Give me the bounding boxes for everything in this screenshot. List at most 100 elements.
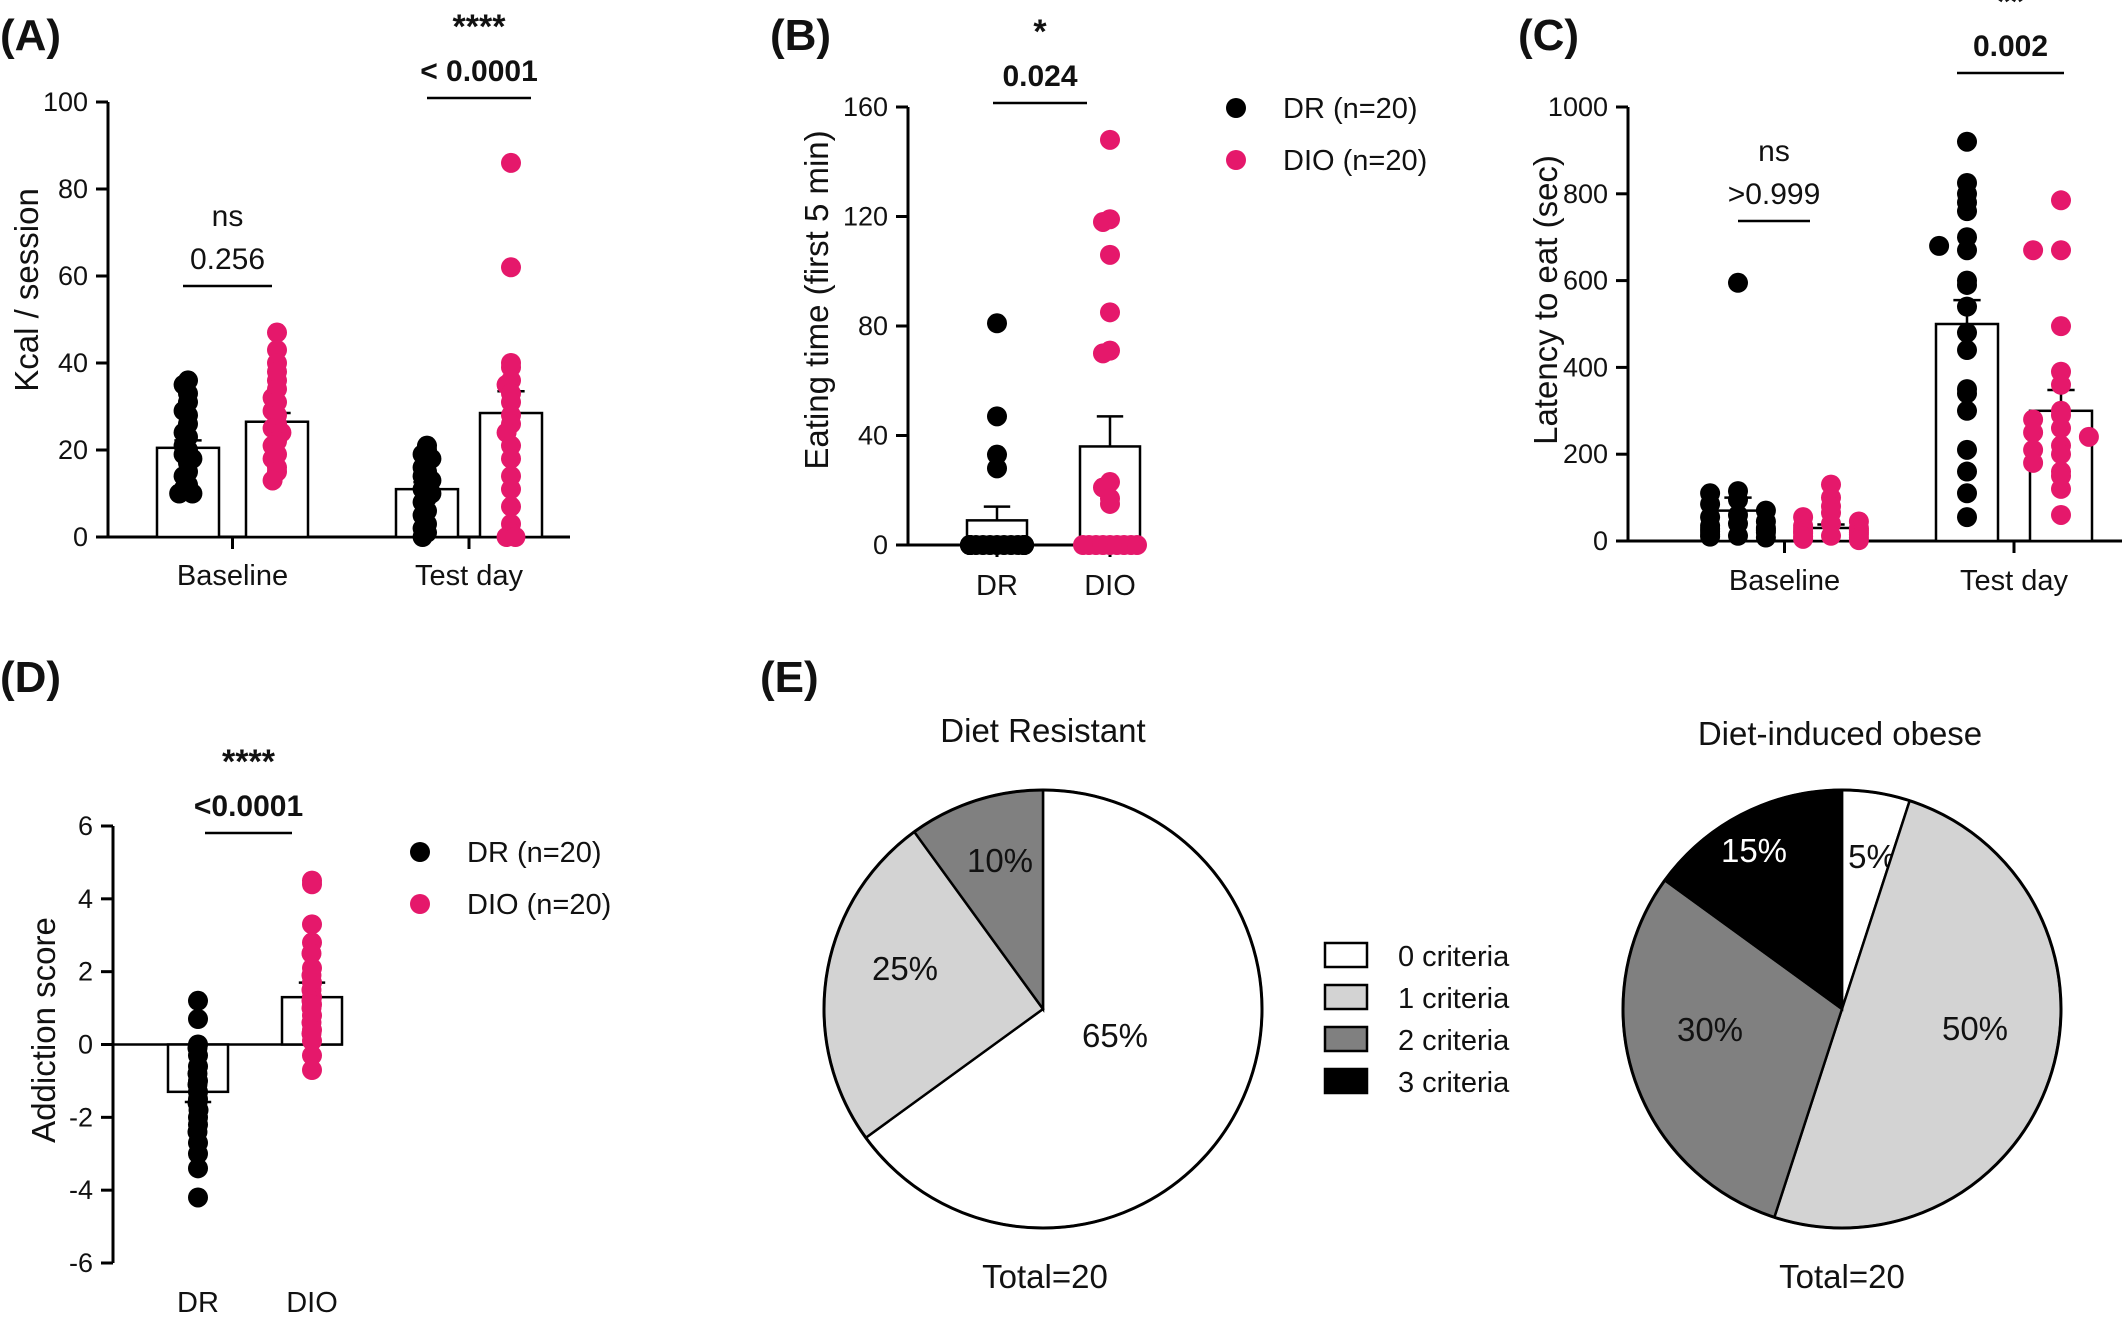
panel-d-x-label: DR (177, 1287, 219, 1317)
panel-b-dio-point (1127, 535, 1147, 555)
panel-a-dio-point (267, 322, 287, 343)
panel-d-letter: (D) (0, 653, 61, 702)
panel-a-testday-p-value: < 0.0001 (420, 55, 538, 88)
panel-c-dio-point (2023, 452, 2044, 473)
panel-c-dr-point (1957, 383, 1977, 404)
legend-panel-d: DR (n=20) DIO (n=20) (410, 837, 611, 921)
legend-dio-marker (1226, 150, 1246, 170)
panel-d-dr-point (188, 1009, 208, 1030)
panel-e: (E) Diet Resistant Diet-induced obese To… (760, 653, 2063, 1295)
panel-b-y-tick-label: 160 (843, 92, 888, 122)
panel-b-dio-point (1100, 302, 1120, 323)
pie-dr-outline (822, 788, 1264, 1230)
legend-swatch-3-criteria (1323, 1067, 1369, 1095)
panel-b-dr-point (960, 535, 980, 555)
panel-c: (C) Latency to eat (sec) 0 200 400 600 800 10… (1518, 0, 2122, 597)
panel-c-dr-point (1755, 527, 1776, 548)
panel-d-dr-point (188, 1158, 208, 1179)
legend-swatch-1-criteria (1323, 983, 1369, 1011)
panel-b-sig-stars: * (1033, 13, 1047, 51)
panel-c-dr-point (1700, 526, 1721, 547)
panel-b-y-tick-label: 120 (843, 202, 888, 232)
pie-dr-slice-label: 10% (967, 842, 1033, 879)
panel-c-dr-point (1728, 272, 1748, 293)
panel-c-ylabel: Latency to eat (sec) (1527, 155, 1564, 445)
panel-d-dio-point (301, 943, 322, 964)
panel-a-x-label: Baseline (177, 560, 288, 592)
panel-d-dio-point (302, 874, 322, 895)
pie-dio-slice-label: 15% (1721, 832, 1787, 869)
panel-a-dio-point (262, 470, 283, 491)
panel-b-dr-point (987, 444, 1007, 465)
panel-e-letter: (E) (760, 653, 819, 702)
legend-dio-label: DIO (n=20) (1283, 145, 1427, 177)
panel-c-y-tick-label: 800 (1563, 179, 1608, 209)
panel-c-dr-point (1957, 461, 1977, 482)
legend-d-dr-label: DR (n=20) (467, 837, 602, 869)
panel-d-dio-point (302, 914, 322, 935)
panel-c-dr-point (1957, 240, 1977, 261)
panel-d-dr-point (188, 1187, 208, 1208)
legend-d-dr-marker (410, 842, 430, 862)
panel-b-y-tick-label: 40 (858, 421, 888, 451)
panel-b-x-label: DIO (1084, 570, 1136, 602)
panel-b-ylabel: Eating time (first 5 min) (798, 130, 835, 469)
pie-dr-slice-label: 25% (872, 950, 938, 987)
panel-b-dio-point (1100, 244, 1120, 265)
panel-c-dio-point (1821, 525, 1841, 546)
panel-c-testday-p-value: 0.002 (1973, 30, 2048, 63)
panel-a-y-tick-label: 0 (73, 522, 88, 552)
panel-a-ylabel: Kcal / session (8, 188, 45, 392)
panel-c-y-tick-label: 1000 (1548, 92, 1608, 122)
panel-d-y-tick-label: -6 (69, 1248, 93, 1278)
panel-c-dio-point (1793, 528, 1814, 549)
panel-a-y-tick-label: 100 (43, 87, 88, 117)
panel-d-dr-point (188, 1143, 208, 1164)
panel-c-y-tick-label: 0 (1593, 526, 1608, 556)
panel-b-dr-point (987, 406, 1007, 427)
legend-d-dio-marker (410, 894, 430, 914)
panel-b-dio-point (1073, 535, 1093, 555)
panel-d-p-value: <0.0001 (194, 790, 303, 823)
panel-c-x-label: Baseline (1729, 565, 1840, 597)
panel-a-dio-point (501, 152, 521, 173)
panel-c-dr-point (1957, 201, 1977, 222)
panel-d-dio-point (302, 1045, 322, 1066)
panel-c-dio-point (2023, 422, 2044, 443)
panel-a-y-tick-label: 40 (58, 348, 88, 378)
panel-d-ylabel: Addiction score (25, 917, 62, 1143)
panel-b-dio-point (1092, 343, 1113, 364)
panel-c-dr-point (1957, 322, 1977, 343)
panel-c-dio-point (2051, 478, 2071, 499)
panel-d-dr-point (188, 990, 208, 1011)
panel-c-dr-point (1957, 400, 1977, 421)
panel-c-dio-point (2051, 418, 2071, 439)
panel-b-dio-point (1092, 211, 1113, 232)
panel-b: (B) Eating time (first 5 min) 0 40 80 120 16… (770, 11, 1147, 602)
pie-dr-title: Diet Resistant (940, 712, 1145, 749)
panel-c-dio-point (2051, 374, 2071, 395)
panel-c-x-label: Test day (1960, 565, 2068, 597)
legend-dr-marker (1226, 98, 1246, 118)
panel-c-dr-point (1929, 235, 1950, 256)
panel-c-dr-point (1957, 483, 1977, 504)
panel-d-x-label: DIO (286, 1287, 338, 1317)
pie-dr-total: Total=20 (982, 1258, 1108, 1295)
panel-b-y-tick-label: 80 (858, 311, 888, 341)
pie-dr-slice-label: 65% (1082, 1017, 1148, 1054)
panel-d-sig-stars: **** (222, 743, 276, 781)
panel-a: (A) Kcal / session 0 20 40 60 80 100 Baseline T… (0, 8, 570, 592)
panel-d-y-tick-label: 4 (78, 884, 93, 914)
panel-a-letter: (A) (0, 11, 61, 60)
panel-c-dr-point (1957, 131, 1977, 152)
panel-d-y-tick-label: -2 (69, 1102, 93, 1132)
panel-a-dio-point (501, 448, 521, 469)
panel-c-dr-point (1957, 439, 1977, 460)
panel-c-dr-point (1957, 340, 1977, 361)
panel-a-y-tick-label: 80 (58, 174, 88, 204)
panel-d-y-tick-label: 0 (78, 1030, 93, 1060)
panel-a-dr-point (412, 527, 433, 547)
panel-a-baseline-p-value: 0.256 (190, 243, 265, 276)
panel-c-y-tick-label: 400 (1563, 352, 1608, 382)
